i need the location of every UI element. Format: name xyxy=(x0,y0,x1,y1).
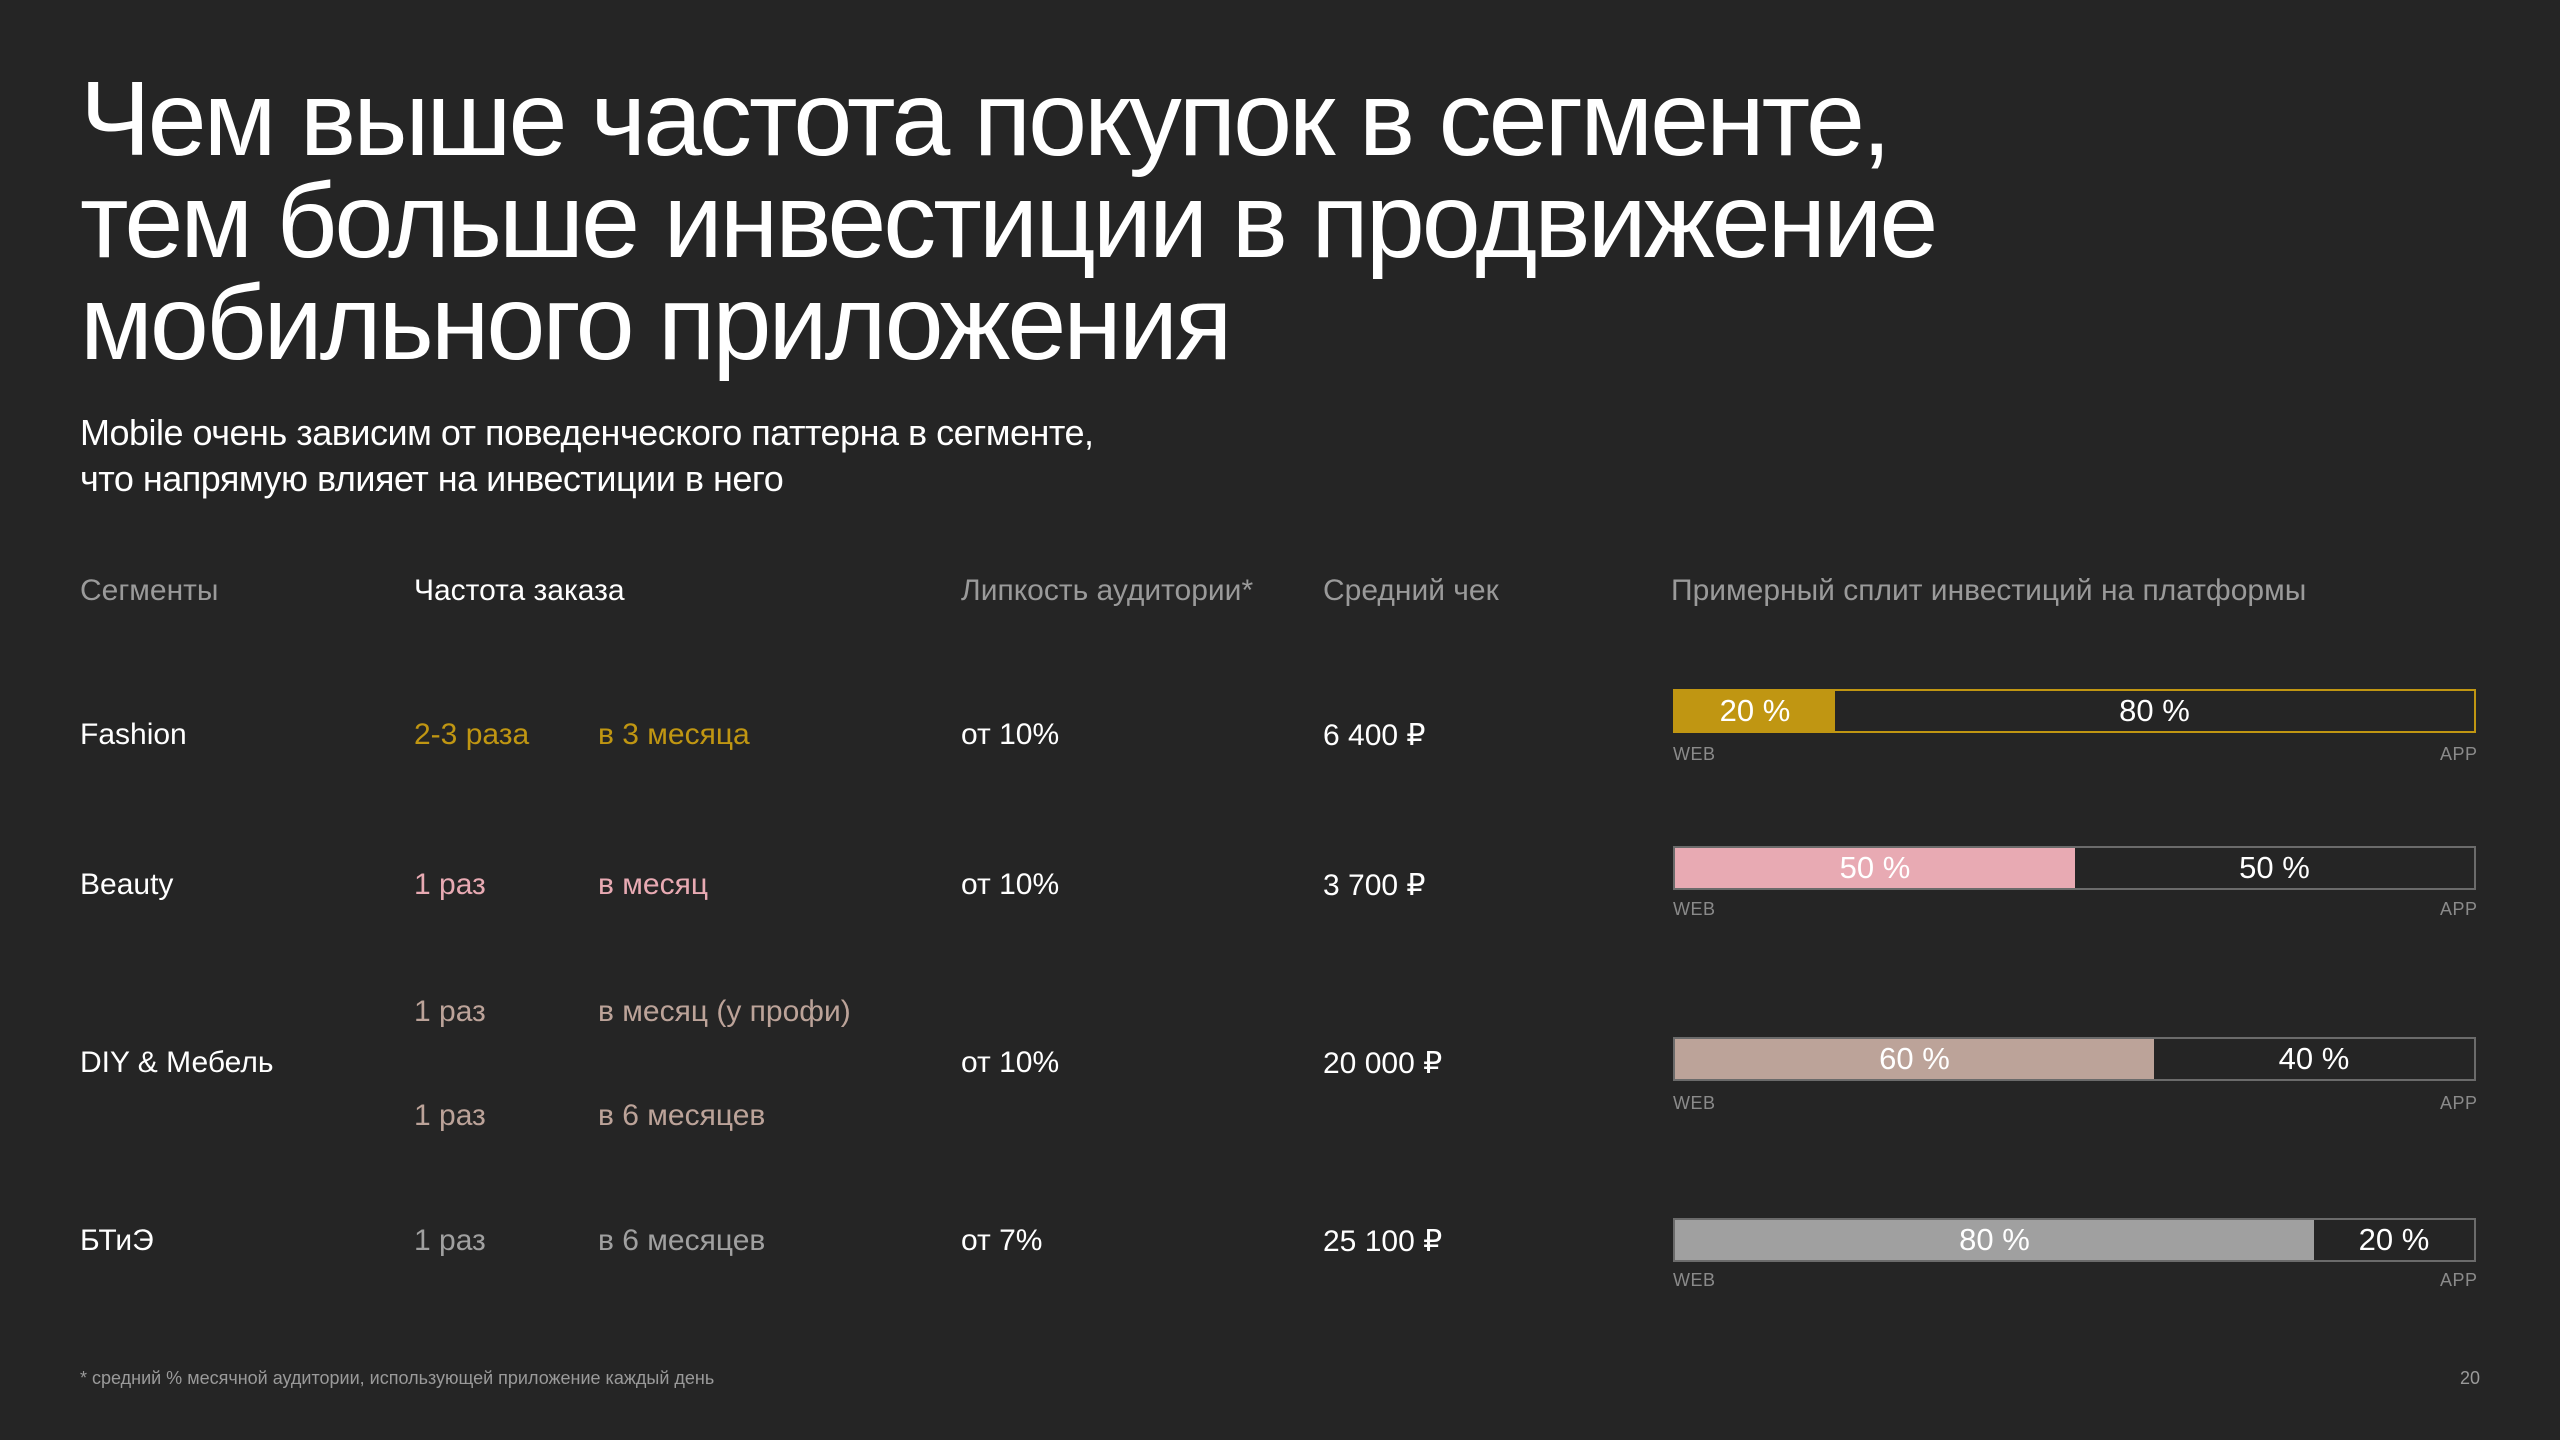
frequency-period: в месяц (у профи) xyxy=(598,995,851,1028)
split-web-label: 80 % xyxy=(1959,1222,2030,1257)
avg-check-value: 3 700 ₽ xyxy=(1323,869,1426,902)
frequency-count: 1 раз xyxy=(414,1099,486,1132)
avg-check-value: 25 100 ₽ xyxy=(1323,1225,1443,1258)
app-tag: APP xyxy=(2440,744,2478,764)
subtitle-line: Mobile очень зависим от поведенческого п… xyxy=(80,412,1094,453)
header-stickiness: Липкость аудитории* xyxy=(961,574,1254,607)
segment-name: БТиЭ xyxy=(80,1224,154,1257)
split-bar-web-fill xyxy=(1675,1220,2314,1260)
subtitle-line: что напрямую влияет на инвестиции в него xyxy=(80,458,784,499)
stickiness-value: от 7% xyxy=(961,1224,1043,1257)
stickiness-value: от 10% xyxy=(961,868,1060,901)
frequency-count: 2-3 раза xyxy=(414,718,530,751)
web-tag: WEB xyxy=(1673,899,1716,919)
stickiness-value: от 10% xyxy=(961,1046,1060,1079)
split-web-label: 20 % xyxy=(1719,693,1791,728)
app-tag: APP xyxy=(2440,1093,2478,1113)
split-bar-web-fill xyxy=(1675,848,2075,888)
avg-check-value: 6 400 ₽ xyxy=(1323,719,1426,752)
split-bar-web-fill xyxy=(1675,691,1835,731)
header-segments: Сегменты xyxy=(80,574,219,607)
segment-name: Beauty xyxy=(80,868,174,901)
web-tag: WEB xyxy=(1673,1270,1716,1290)
split-web-label: 60 % xyxy=(1879,1041,1950,1076)
split-bar: 20 % 80 % xyxy=(1673,689,2476,733)
footnote: * средний % месячной аудитории, использу… xyxy=(80,1368,715,1388)
title-line: тем больше инвестиции в продвижение xyxy=(80,162,1938,280)
segment-name: DIY & Мебель xyxy=(80,1046,274,1079)
web-tag: WEB xyxy=(1673,744,1716,764)
segment-name: Fashion xyxy=(80,718,187,751)
header-avg-check: Средний чек xyxy=(1323,574,1499,607)
split-app-label: 50 % xyxy=(2239,850,2310,885)
slide-title: Чем выше частота покупок в сегменте, тем… xyxy=(80,60,2280,382)
frequency-period: в 6 месяцев xyxy=(598,1099,766,1132)
frequency-period: в 3 месяца xyxy=(598,718,750,751)
frequency-period: в 6 месяцев xyxy=(598,1224,766,1257)
title-line: Чем выше частота покупок в сегменте, xyxy=(80,60,1891,178)
app-tag: APP xyxy=(2440,899,2478,919)
app-tag: APP xyxy=(2440,1270,2478,1290)
split-web-label: 50 % xyxy=(1839,850,1911,885)
header-frequency: Частота заказа xyxy=(414,574,625,607)
frequency-count: 1 раз xyxy=(414,868,486,901)
header-split: Примерный сплит инвестиций на платформы xyxy=(1671,574,2307,607)
split-bar: 60 % 40 % xyxy=(1673,1037,2476,1081)
page-number: 20 xyxy=(2459,1368,2480,1388)
title-line: мобильного приложения xyxy=(80,264,1232,382)
stickiness-value: от 10% xyxy=(961,718,1060,751)
split-bar: 80 % 20 % xyxy=(1673,1218,2476,1262)
frequency-count: 1 раз xyxy=(414,1224,486,1257)
split-app-label: 20 % xyxy=(2358,1222,2430,1257)
web-tag: WEB xyxy=(1673,1093,1716,1113)
frequency-period: в месяц xyxy=(598,868,709,901)
split-app-label: 40 % xyxy=(2278,1041,2350,1076)
split-app-label: 80 % xyxy=(2119,693,2190,728)
split-bar-web-fill xyxy=(1675,1039,2154,1079)
avg-check-value: 20 000 ₽ xyxy=(1323,1047,1443,1080)
split-bar: 50 % 50 % xyxy=(1673,846,2476,890)
slide-subtitle: Mobile очень зависим от поведенческого п… xyxy=(80,410,1094,502)
frequency-count: 1 раз xyxy=(414,995,486,1028)
